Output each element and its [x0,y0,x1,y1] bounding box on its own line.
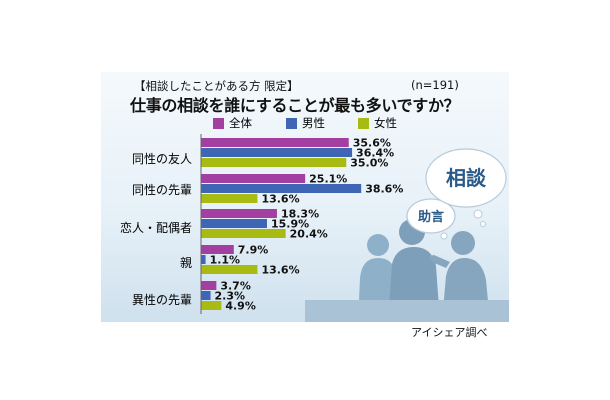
category-label: 異性の先輩 [131,293,192,307]
legend-swatch-female [358,117,369,129]
legend-swatch-all [213,117,224,129]
legend-all: 全体 [213,116,252,130]
category-label: 同性の友人 [131,152,192,166]
legend-label-male: 男性 [302,116,325,130]
sample-size: (n=191) [411,78,459,92]
source-credit: アイシェア調べ [411,326,488,339]
legend-swatch-male [286,117,297,129]
category-label: 同性の先輩 [131,183,192,197]
legend-label-female: 女性 [374,116,397,130]
legend-female: 女性 [358,116,397,130]
category-label: 恋人・配偶者 [119,221,192,235]
chart-title: 仕事の相談を誰にすることが最も多いですか？ [130,96,460,115]
legend-label-all: 全体 [229,116,252,130]
category-label: 親 [179,256,192,270]
chart-subtitle: 【相談したことがある方 限定】 [134,79,299,93]
legend-male: 男性 [286,116,325,130]
